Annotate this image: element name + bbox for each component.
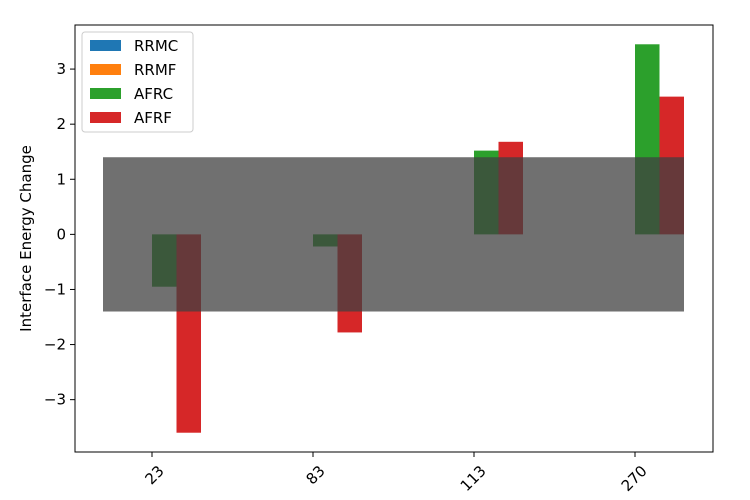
y-tick-label: −1 [44, 280, 66, 298]
legend-label-rrmf: RRMF [134, 61, 176, 79]
legend-label-rrmc: RRMC [134, 37, 178, 55]
legend-swatch-afrc [90, 88, 121, 99]
y-tick-label: −2 [44, 336, 66, 354]
legend: RRMC RRMF AFRC AFRF [81, 31, 194, 133]
legend-label-afrc: AFRC [134, 85, 173, 103]
legend-swatch-rrmf [90, 64, 121, 75]
x-tick-label: 113 [457, 462, 490, 495]
x-tick-label: 270 [618, 462, 651, 495]
y-tick-label: −3 [44, 391, 66, 409]
legend-swatch-afrf [90, 112, 121, 123]
legend-label-afrf: AFRF [134, 109, 172, 127]
y-tick-label: 3 [56, 60, 66, 78]
axes-frame [74, 24, 714, 453]
y-tick-label: 2 [56, 115, 66, 133]
y-axis-label: Interface Energy Change [17, 145, 35, 332]
y-tick-label: 1 [56, 170, 66, 188]
shaded-band-layer [103, 157, 684, 312]
x-tick-label: 83 [303, 462, 329, 488]
y-tick-label: 0 [56, 225, 66, 243]
legend-frame [81, 31, 194, 133]
x-tick-label: 23 [142, 462, 168, 488]
shaded-band [103, 157, 684, 312]
legend-swatch-rrmc [90, 40, 121, 51]
